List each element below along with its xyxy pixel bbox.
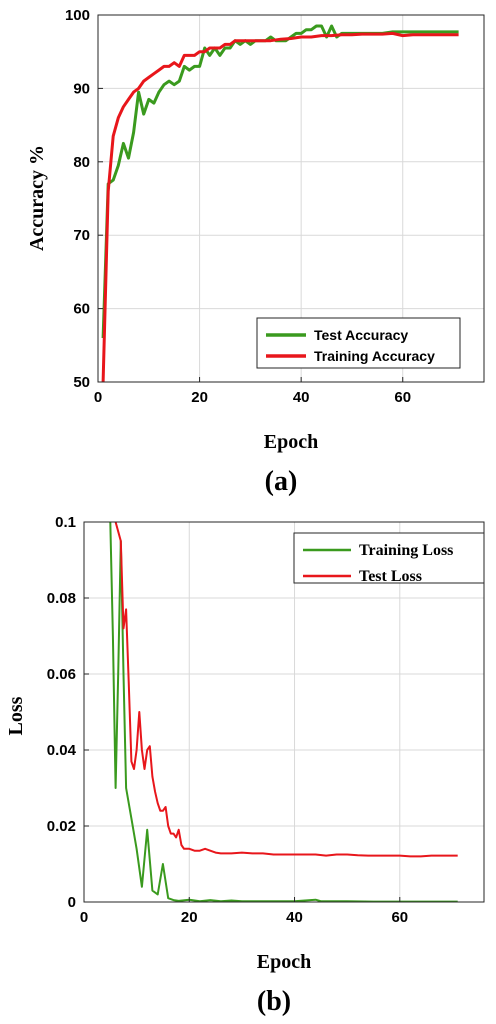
plot-area (84, 522, 484, 902)
panel-caption: (b) (257, 986, 291, 1017)
x-tick-label: 60 (391, 909, 408, 926)
x-tick-label: 40 (286, 909, 303, 926)
y-axis-label: Accuracy % (26, 145, 48, 251)
plot-frame (97, 14, 485, 383)
y-tick-label: 100 (65, 7, 90, 24)
legend-box (293, 532, 485, 584)
x-tick-label: 20 (181, 909, 198, 926)
x-tick-label: 60 (394, 389, 411, 406)
panel-caption: (a) (265, 466, 298, 497)
y-tick-label: 80 (73, 154, 90, 171)
series-line-training-accuracy (101, 31, 459, 382)
y-tick-label: 0.08 (47, 590, 76, 607)
chart-panel-b: 0 20 40 60 0 0.02 0.04 0.06 0.08 0.1 Epoch Loss (b) T… (5, 514, 485, 1017)
y-tick-label: 60 (73, 301, 90, 318)
y-tick-label: 0 (68, 894, 76, 911)
legend-entry: Test Loss (359, 568, 422, 585)
x-tick-label: 20 (191, 389, 208, 406)
y-tick-label: 90 (73, 80, 90, 97)
legend-entry: Test Accuracy (314, 327, 408, 343)
x-axis-label: Epoch (264, 431, 318, 453)
legend: Test Accuracy Training Accuracy (256, 317, 461, 369)
x-tick-label: 40 (293, 389, 310, 406)
y-tick-label: 0.1 (55, 514, 76, 531)
plot-frame (83, 521, 485, 903)
legend-entry: Training Loss (359, 542, 453, 559)
y-tick-label: 0.06 (47, 666, 76, 683)
legend: Training Loss Test Loss (293, 532, 485, 585)
x-axis-label: Epoch (257, 951, 311, 973)
legend-box (256, 317, 461, 369)
chart-panel-a: 0 20 40 60 50 60 70 80 90 100 Epoch Accuracy % (a) Te… (26, 7, 485, 497)
y-tick-label: 50 (73, 374, 90, 391)
y-tick-label: 0.02 (47, 818, 76, 835)
x-tick-label: 0 (94, 389, 102, 406)
legend-entry: Training Accuracy (314, 348, 435, 364)
series-line-training-loss (109, 522, 458, 902)
y-axis-label: Loss (5, 696, 27, 735)
x-tick-label: 0 (80, 909, 88, 926)
series-line-test-loss (114, 522, 458, 858)
y-tick-label: 0.04 (47, 742, 77, 759)
y-tick-label: 70 (73, 227, 90, 244)
